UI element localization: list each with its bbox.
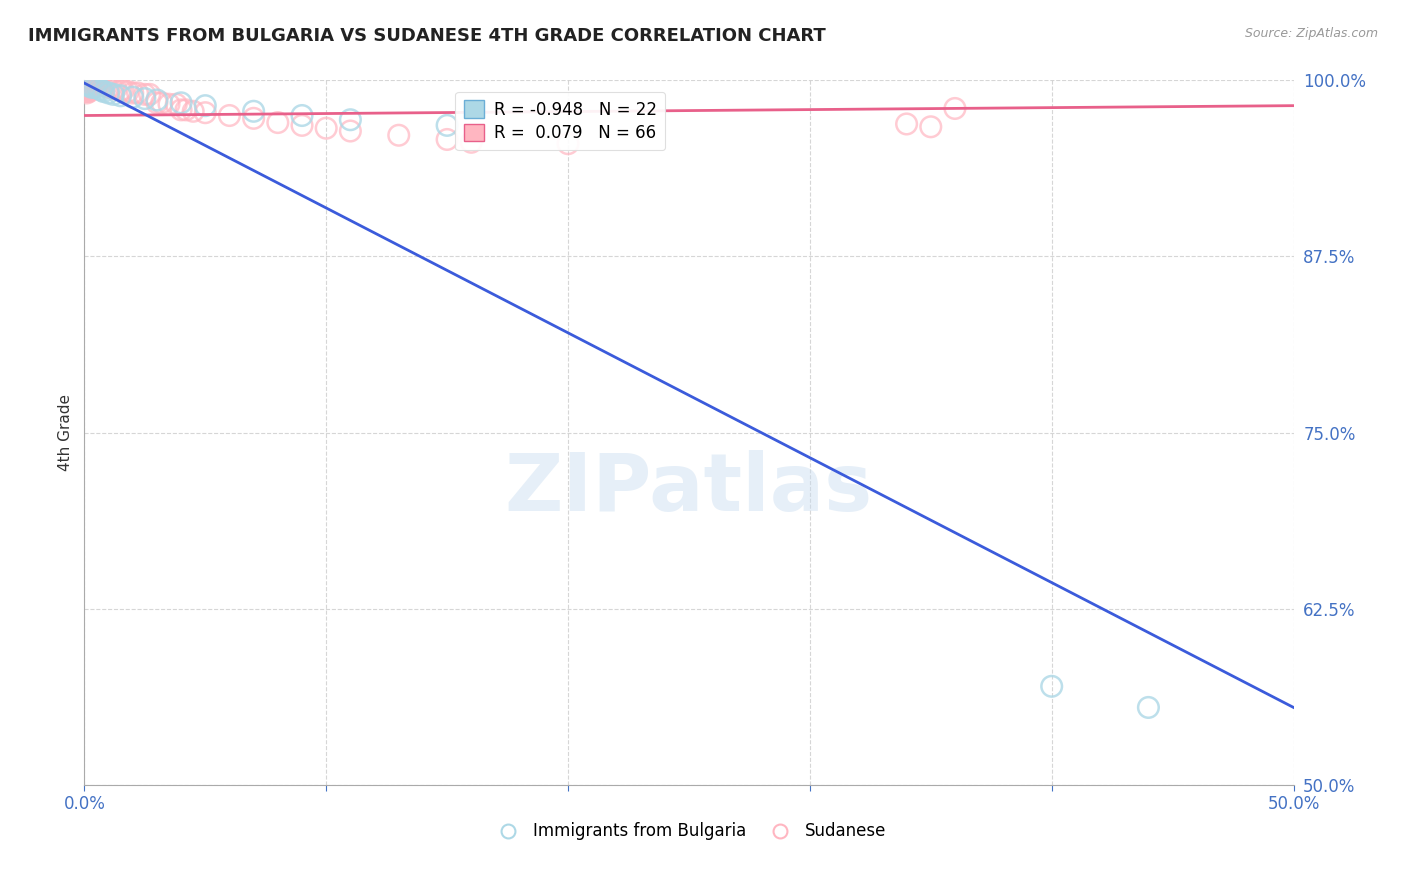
Point	[76, 83, 98, 97]
Point	[77, 78, 100, 93]
Point	[436, 119, 458, 133]
Y-axis label: 4th Grade: 4th Grade	[58, 394, 73, 471]
Point	[77, 76, 100, 90]
Point	[76, 80, 98, 95]
Point	[110, 88, 132, 103]
Point	[77, 81, 100, 95]
Text: Source: ZipAtlas.com: Source: ZipAtlas.com	[1244, 27, 1378, 40]
Point	[80, 80, 103, 95]
Point	[127, 86, 149, 100]
Point	[83, 80, 105, 95]
Point	[267, 115, 290, 129]
Point	[76, 76, 98, 90]
Point	[121, 86, 143, 100]
Text: IMMIGRANTS FROM BULGARIA VS SUDANESE 4TH GRADE CORRELATION CHART: IMMIGRANTS FROM BULGARIA VS SUDANESE 4TH…	[28, 27, 825, 45]
Point	[83, 78, 105, 93]
Point	[121, 90, 143, 104]
Point	[110, 83, 132, 97]
Point	[165, 97, 187, 112]
Point	[94, 78, 117, 93]
Point	[194, 98, 217, 112]
Point	[90, 83, 112, 97]
Text: ZIPatlas: ZIPatlas	[505, 450, 873, 528]
Point	[103, 81, 125, 95]
Point	[80, 78, 103, 93]
Point	[76, 78, 98, 92]
Point	[218, 108, 240, 122]
Point	[77, 80, 100, 95]
Point	[1040, 679, 1063, 693]
Point	[943, 102, 966, 116]
Point	[76, 85, 98, 99]
Point	[87, 78, 110, 92]
Point	[134, 92, 156, 106]
Point	[90, 78, 112, 92]
Point	[339, 124, 361, 138]
Point	[76, 78, 98, 93]
Point	[80, 80, 103, 95]
Point	[87, 76, 110, 90]
Point	[339, 112, 361, 127]
Point	[100, 80, 122, 95]
Point	[86, 80, 108, 95]
Point	[104, 81, 127, 95]
Point	[388, 128, 411, 143]
Point	[181, 104, 204, 119]
Point	[93, 78, 115, 93]
Point	[291, 119, 314, 133]
Point	[77, 83, 100, 97]
Point	[97, 86, 120, 100]
Point	[242, 112, 264, 126]
Point	[242, 104, 264, 119]
Point	[76, 78, 98, 92]
Point	[557, 136, 579, 151]
Point	[1137, 700, 1160, 714]
Point	[76, 86, 98, 100]
Point	[77, 78, 100, 92]
Point	[76, 81, 98, 95]
Point	[86, 76, 108, 90]
Legend: Immigrants from Bulgaria, Sudanese: Immigrants from Bulgaria, Sudanese	[485, 816, 893, 847]
Point	[150, 95, 173, 110]
Point	[315, 121, 337, 136]
Point	[86, 75, 108, 89]
Point	[146, 95, 169, 110]
Point	[77, 78, 100, 93]
Point	[97, 80, 120, 95]
Point	[80, 78, 103, 92]
Point	[146, 93, 169, 107]
Point	[896, 117, 918, 131]
Point	[80, 75, 103, 89]
Point	[138, 87, 160, 102]
Point	[83, 78, 105, 92]
Point	[103, 87, 125, 102]
Point	[87, 81, 110, 95]
Point	[117, 85, 139, 99]
Point	[134, 87, 156, 102]
Point	[460, 136, 482, 150]
Point	[83, 75, 105, 89]
Point	[80, 81, 103, 95]
Point	[174, 103, 197, 117]
Point	[170, 103, 193, 117]
Point	[112, 83, 135, 97]
Point	[93, 85, 115, 99]
Point	[77, 75, 100, 89]
Point	[157, 97, 180, 112]
Point	[80, 76, 103, 90]
Point	[291, 108, 314, 122]
Point	[194, 105, 217, 120]
Point	[86, 78, 108, 92]
Point	[436, 132, 458, 146]
Point	[170, 95, 193, 110]
Point	[83, 76, 105, 90]
Point	[920, 120, 942, 134]
Point	[77, 85, 100, 99]
